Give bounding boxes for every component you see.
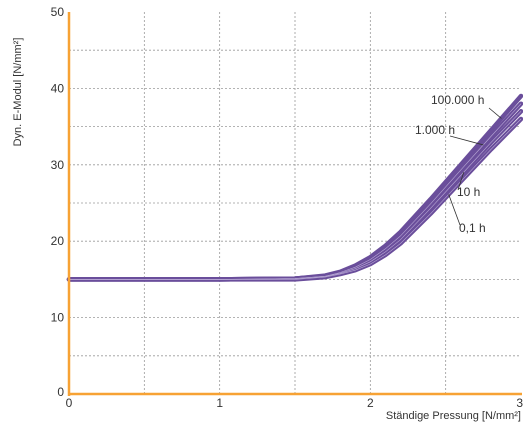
series-annotations: 100.000 h 1.000 h 10 h 0,1 h	[415, 93, 502, 235]
x-tick-label: 0	[66, 396, 73, 410]
x-tick-label: 3	[516, 396, 523, 410]
y-tick-label: 20	[51, 234, 65, 248]
axes	[67, 12, 522, 396]
y-tick-label: 30	[51, 158, 65, 172]
series-label: 0,1 h	[459, 221, 486, 235]
series-label: 10 h	[457, 185, 480, 199]
y-tick-label: 50	[51, 5, 65, 19]
y-axis-title: Dyn. E-Modul [N/mm²]	[12, 38, 24, 147]
x-axis-title: Ständige Pressung [N/mm²]	[386, 410, 521, 422]
annotation-leader	[448, 194, 461, 226]
y-tick-label: 40	[51, 81, 65, 95]
annotation-leader	[488, 107, 502, 119]
y-tick-label: 10	[51, 311, 65, 325]
series-separator-3	[69, 118, 522, 280]
annotation-leader	[449, 135, 484, 146]
series-line-3	[66, 116, 523, 282]
y-tick-label: 0	[57, 385, 64, 399]
annotation-leader	[457, 172, 465, 191]
series-label: 100.000 h	[431, 93, 484, 107]
x-tick-label: 1	[216, 396, 223, 410]
series-group	[66, 93, 523, 282]
grid	[69, 12, 521, 394]
series-label: 1.000 h	[415, 123, 455, 137]
x-tick-label: 2	[367, 396, 374, 410]
